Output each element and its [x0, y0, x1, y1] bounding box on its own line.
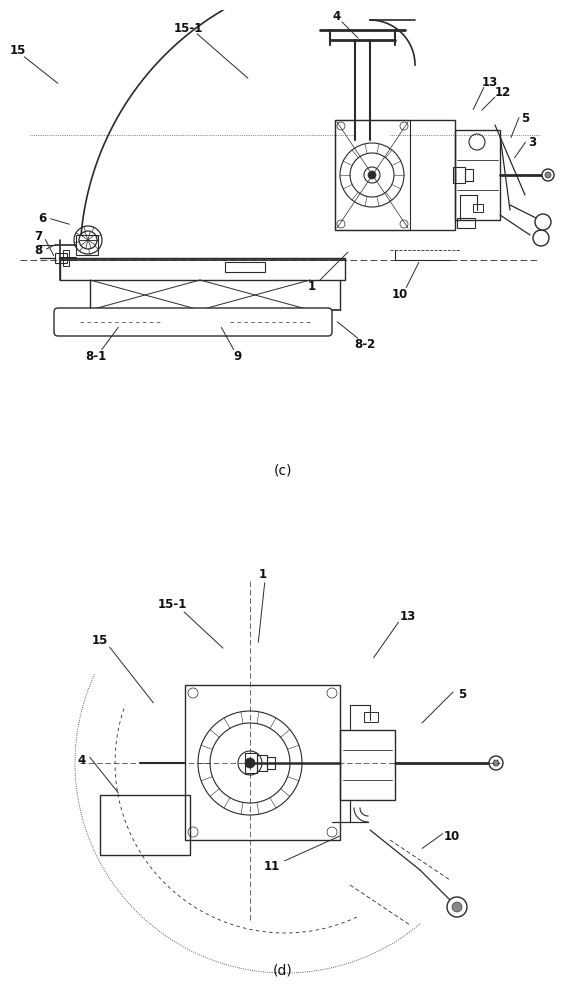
Bar — [257, 755, 267, 771]
Text: 3: 3 — [528, 136, 536, 149]
Text: 8: 8 — [34, 243, 42, 256]
Bar — [465, 169, 473, 181]
Text: 8-2: 8-2 — [354, 338, 376, 351]
Circle shape — [452, 902, 462, 912]
Bar — [55, 253, 67, 263]
Circle shape — [245, 758, 255, 768]
Bar — [60, 258, 345, 280]
Bar — [364, 712, 378, 722]
Circle shape — [368, 171, 376, 179]
Bar — [267, 757, 275, 769]
Text: 12: 12 — [495, 86, 511, 99]
Text: 4: 4 — [333, 9, 341, 22]
Text: 4: 4 — [78, 754, 86, 766]
Circle shape — [533, 230, 549, 246]
Bar — [100, 795, 190, 855]
Text: 7: 7 — [34, 231, 42, 243]
Text: 5: 5 — [458, 688, 466, 700]
Circle shape — [447, 897, 467, 917]
Text: 10: 10 — [444, 830, 460, 844]
Text: 11: 11 — [264, 860, 280, 874]
Circle shape — [489, 756, 503, 770]
Text: 15: 15 — [10, 43, 26, 56]
Bar — [225, 262, 265, 272]
Circle shape — [535, 214, 551, 230]
Text: 5: 5 — [521, 111, 529, 124]
Text: 15-1: 15-1 — [173, 21, 203, 34]
Text: 6: 6 — [38, 212, 46, 225]
Text: 15: 15 — [92, 634, 108, 647]
FancyBboxPatch shape — [54, 308, 332, 336]
Text: 1: 1 — [259, 568, 267, 582]
Bar — [245, 753, 257, 773]
Circle shape — [545, 172, 551, 178]
Bar — [335, 120, 455, 230]
Bar — [453, 167, 465, 183]
Text: 13: 13 — [482, 76, 498, 89]
Bar — [340, 730, 395, 800]
Circle shape — [493, 760, 499, 766]
Circle shape — [542, 169, 554, 181]
Text: 1: 1 — [308, 279, 316, 292]
Bar — [473, 204, 483, 212]
Text: 15-1: 15-1 — [157, 597, 187, 610]
Text: 13: 13 — [400, 610, 416, 624]
Text: (c): (c) — [274, 463, 292, 477]
Bar — [335, 120, 410, 230]
Text: (d): (d) — [273, 963, 293, 977]
Bar — [185, 685, 340, 840]
Bar — [76, 235, 98, 255]
Bar — [455, 130, 500, 220]
Text: 10: 10 — [392, 288, 408, 300]
Text: 8-1: 8-1 — [85, 351, 106, 363]
Text: 9: 9 — [234, 351, 242, 363]
Bar — [457, 218, 475, 228]
Bar — [63, 250, 69, 266]
